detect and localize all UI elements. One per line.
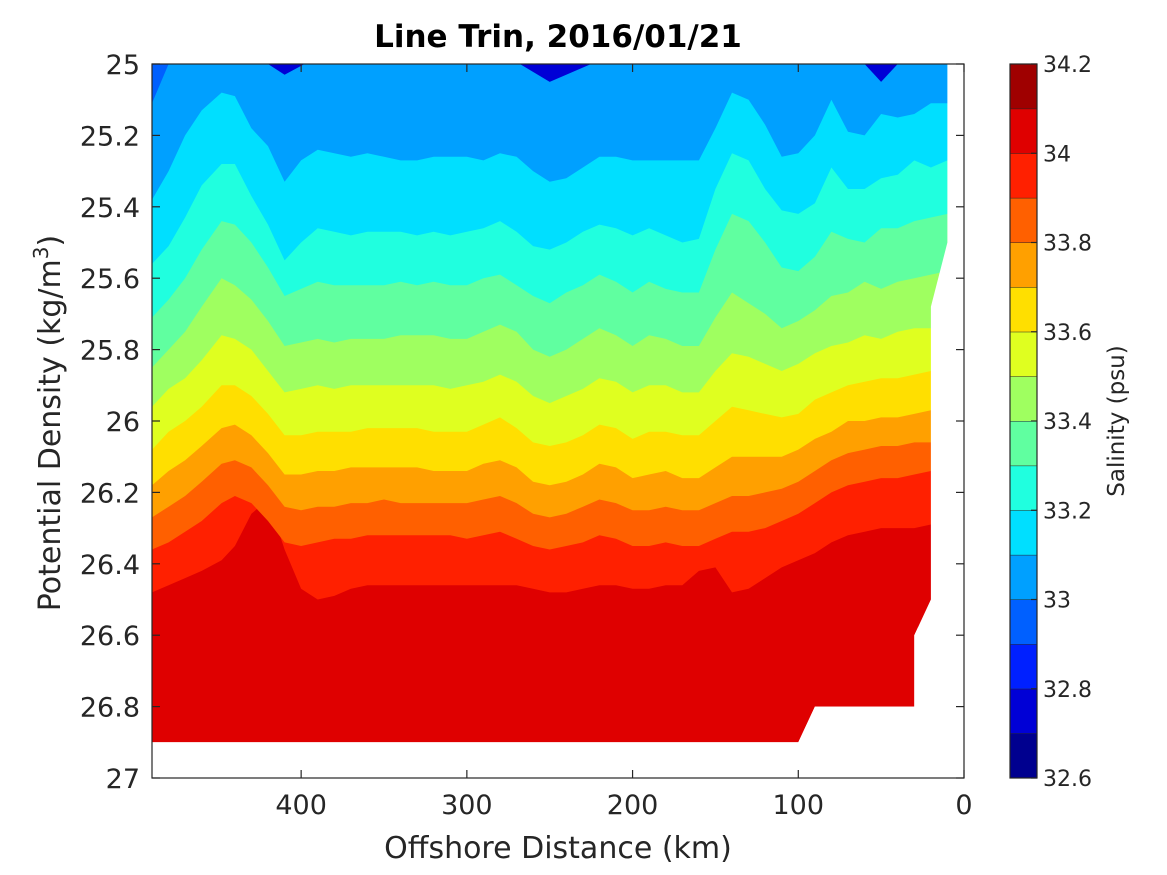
y-tick-label: 25.6 (80, 264, 140, 295)
x-axis-label: Offshore Distance (km) (384, 831, 732, 866)
colorbar-segment (1010, 108, 1037, 154)
x-tick-label: 200 (607, 790, 659, 821)
colorbar-segment (1010, 64, 1037, 109)
y-tick-label: 25.2 (80, 121, 140, 152)
y-tick-label: 26 (106, 407, 140, 438)
x-tick-label: 400 (275, 790, 327, 821)
y-tick-label: 25.8 (80, 336, 140, 367)
y-tick-label: 26.6 (80, 621, 140, 652)
colorbar-segment (1010, 599, 1037, 645)
y-tick-label: 25 (106, 50, 140, 81)
colorbar-ticks: 34.2 34 33.8 33.6 33.4 33.2 33 32.8 32.6 (1031, 53, 1092, 792)
colorbar-segment (1010, 510, 1037, 555)
x-axis-ticks: 400 300 200 100 0 (275, 64, 973, 821)
colorbar-segment (1010, 287, 1037, 332)
x-tick-label: 0 (955, 790, 972, 821)
y-tick-label: 26.4 (80, 550, 140, 581)
contour-fills (152, 64, 964, 778)
contour-blob-2 (864, 64, 898, 82)
colorbar-segment (1010, 242, 1037, 288)
colorbar-segment (1010, 465, 1037, 511)
colorbar-tick-label: 33.2 (1043, 499, 1092, 524)
colorbar-tick-label: 33.6 (1043, 321, 1092, 346)
colorbar-tick-label: 32.6 (1043, 767, 1092, 792)
colorbar-segment (1010, 153, 1037, 198)
colorbar-tick-label: 33.4 (1043, 410, 1092, 435)
colorbar-segment (1010, 644, 1037, 689)
contour-blob-1 (519, 64, 592, 82)
colorbar (1010, 63, 1037, 778)
colorbar-label: Salinity (psu) (1104, 345, 1130, 497)
colorbar-segment (1010, 197, 1037, 243)
colorbar-segment (1010, 733, 1037, 778)
colorbar-segment (1010, 688, 1037, 734)
y-axis-ticks: 25 25.2 25.4 25.6 25.8 26 26.2 26.4 26.6 26.8 27 (80, 50, 964, 795)
y-tick-label: 26.2 (80, 478, 140, 509)
x-tick-label: 300 (441, 790, 493, 821)
y-tick-label: 27 (106, 764, 140, 795)
no-data-mask (152, 64, 964, 778)
y-tick-label: 25.4 (80, 193, 140, 224)
contour-band-33 (152, 64, 948, 200)
colorbar-tick-label: 33.8 (1043, 232, 1092, 257)
contour-blob-0 (268, 64, 305, 75)
y-axis-label-main: Potential Density (kg/m (33, 259, 68, 611)
y-axis-label: Potential Density (kg/m3) (29, 235, 68, 611)
colorbar-segment (1010, 554, 1037, 600)
colorbar-tick-label: 32.8 (1043, 678, 1092, 703)
y-tick-label: 26.8 (80, 693, 140, 724)
y-axis-label-close: ) (33, 235, 68, 247)
chart-title: Line Trin, 2016/01/21 (374, 19, 742, 55)
colorbar-tick-label: 33 (1043, 589, 1071, 614)
y-axis-label-superscript: 3 (29, 246, 53, 259)
colorbar-tick-label: 34 (1043, 142, 1071, 167)
colorbar-tick-label: 34.2 (1043, 53, 1092, 78)
colorbar-segment (1010, 421, 1037, 466)
x-tick-label: 100 (773, 790, 825, 821)
colorbar-segment (1010, 331, 1037, 377)
colorbar-segment (1010, 376, 1037, 421)
